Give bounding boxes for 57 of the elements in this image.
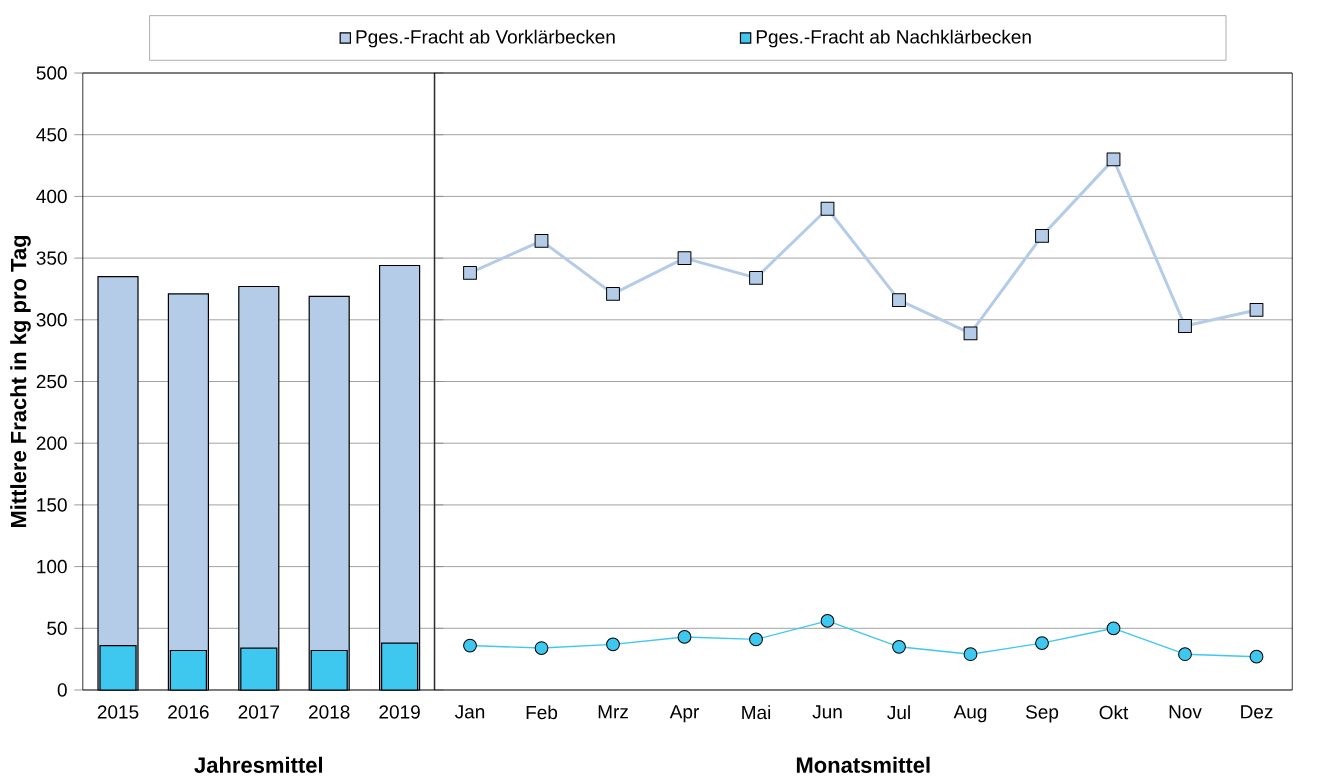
point: [1035, 636, 1049, 650]
point: [1249, 302, 1264, 317]
y-axis-title: Mittlere Fracht in kg pro Tag: [10, 235, 31, 528]
x-tick-label: Aug: [953, 705, 987, 723]
x-tick-label: Sep: [1025, 705, 1059, 723]
point: [820, 613, 835, 628]
x-tick-label: 2018: [309, 705, 350, 719]
x-tick-label: Feb: [526, 705, 558, 720]
y-tick-label: 50: [47, 621, 67, 635]
point: [534, 233, 549, 248]
x-tick-label: Jan: [454, 705, 485, 719]
point: [463, 638, 477, 653]
y-tick-label: 300: [36, 312, 67, 327]
point: [677, 629, 692, 644]
x-tick-label: 2017: [238, 705, 279, 719]
point: [1178, 647, 1192, 661]
point: [1035, 228, 1049, 243]
x-tick-label: Mrz: [598, 705, 628, 719]
x-tick-label: 2015: [97, 705, 139, 719]
x-tick-label: 2019: [379, 705, 420, 719]
y-tick-label: 150: [37, 498, 67, 512]
point: [963, 647, 978, 661]
legend-label: Pges.-Fracht ab Vorklärbecken: [356, 29, 615, 48]
x-axis-title: Jahresmittel: [194, 756, 323, 773]
legend-label: Pges.-Fracht ab Nachklärbecken: [756, 29, 1031, 48]
x-tick-label: Nov: [1169, 705, 1202, 719]
y-tick-label: 400: [36, 189, 67, 204]
y-tick-label: 450: [36, 127, 67, 142]
point: [1106, 621, 1121, 636]
x-axis-title: Monatsmittel: [796, 756, 930, 773]
point: [463, 265, 477, 280]
point: [820, 201, 835, 216]
point: [1178, 318, 1192, 333]
point: [749, 270, 763, 285]
point: [1106, 152, 1121, 167]
x-tick-label: Jun: [812, 705, 842, 719]
point: [534, 641, 549, 655]
point: [963, 326, 978, 341]
point: [892, 293, 906, 307]
point: [606, 286, 620, 301]
x-tick-label: Jul: [887, 705, 910, 720]
y-tick-label: 0: [57, 683, 67, 697]
y-tick-label: 100: [37, 559, 67, 574]
x-tick-label: 2016: [168, 705, 209, 719]
point: [749, 632, 763, 647]
point: [892, 639, 906, 654]
y-tick-label: 250: [36, 374, 67, 389]
x-tick-label: Mai: [742, 705, 771, 720]
x-tick-label: Okt: [1099, 705, 1129, 720]
y-tick-label: 200: [36, 436, 67, 450]
point: [1249, 649, 1264, 664]
y-tick-label: 350: [36, 251, 67, 265]
point: [606, 637, 620, 652]
x-tick-label: Dez: [1241, 705, 1273, 719]
point: [677, 251, 692, 265]
y-tick-label: 500: [36, 66, 67, 80]
x-tick-label: Apr: [669, 705, 699, 723]
